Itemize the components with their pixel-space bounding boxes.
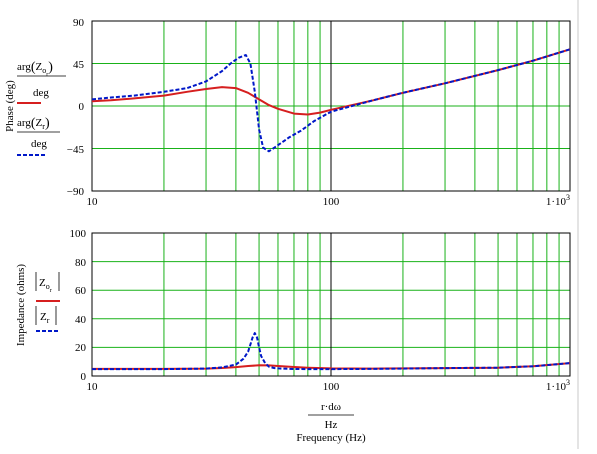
impedance-xlabel-numerator: r·dω (321, 401, 341, 413)
phase-legend-a-func: arg (17, 61, 31, 73)
phase-legend-a-sub: o (42, 66, 46, 75)
impedance-legend-a-sub: o (46, 282, 50, 291)
phase-plot: 90 45 0 −45 −90 10 100 1·103 Phase (deg)… (4, 17, 571, 208)
impedance-plot-frame (91, 232, 571, 377)
phase-ylabel: Phase (deg) (4, 80, 16, 132)
phase-plot-frame (91, 20, 571, 192)
phase-legend-a-var: Z (36, 61, 43, 73)
impedance-xtick-exponent: 3 (566, 378, 570, 387)
impedance-ytick-label: 80 (75, 257, 87, 269)
phase-legend-b-var: Z (36, 117, 43, 129)
phase-ytick-label: 45 (73, 59, 85, 71)
impedance-legend-b-sub: r (47, 316, 50, 325)
impedance-legend-entry-b: Zr (35, 306, 60, 332)
impedance-series-b-line (92, 332, 571, 371)
phase-series-b-line (91, 48, 571, 153)
impedance-xtick-label: 10 (87, 381, 99, 393)
phase-legend-b-paren-close: ) (45, 116, 50, 131)
impedance-xtick-label: 100 (323, 381, 340, 393)
impedance-xlabel: Frequency (Hz) (296, 432, 366, 444)
phase-legend-b-paren-open: ( (31, 116, 36, 131)
impedance-legend-entry-a: Zor (35, 272, 60, 302)
impedance-legend-a-subsub: r (50, 288, 52, 294)
phase-ytick-label: 0 (79, 101, 85, 113)
phase-xtick-label: 100 (323, 196, 340, 208)
impedance-ylabel: Impedance (ohms) (15, 264, 27, 346)
impedance-legend-b-var: Z (40, 311, 47, 323)
impedance-legend-b-text: Zr (40, 311, 50, 325)
phase-legend-a-den: deg (33, 87, 49, 99)
phase-legend-a-paren-open: ( (31, 60, 36, 75)
phase-legend-entry-a: arg(Zor) deg (17, 60, 66, 104)
phase-xtick-label: 10 (87, 196, 99, 208)
phase-legend-b-sub: r (42, 122, 45, 131)
impedance-ytick-label: 20 (75, 342, 87, 354)
phase-legend-a-num: arg(Zor) (17, 60, 53, 78)
phase-legend-entry-b: arg(Zr) deg (17, 116, 60, 156)
impedance-ytick-label: 100 (70, 228, 87, 240)
phase-series-group (91, 48, 571, 153)
phase-legend-a-paren-close: ) (48, 60, 53, 75)
phase-legend-b-num: arg(Zr) (17, 116, 50, 131)
impedance-ytick-label: 60 (75, 285, 87, 297)
impedance-plot: 100 80 60 40 20 0 10 100 1·103 Impedance… (15, 228, 571, 444)
impedance-xtick-label: 1·103 (546, 378, 570, 393)
phase-ytick-label: 90 (73, 17, 85, 29)
impedance-ytick-label: 0 (81, 371, 87, 383)
phase-legend-a-subsub: r (46, 72, 48, 78)
phase-xtick-label-base: 1·10 (546, 196, 567, 208)
impedance-legend-a-var: Z (39, 277, 46, 289)
phase-xtick-exponent: 3 (566, 193, 570, 202)
phase-legend-b-func: arg (17, 117, 31, 129)
phase-legend-b-den: deg (31, 138, 47, 150)
impedance-ytick-label: 40 (75, 314, 87, 326)
phase-xtick-label: 1·103 (546, 193, 570, 208)
impedance-series-group (92, 332, 571, 371)
impedance-xlabel-denominator: Hz (325, 419, 338, 431)
impedance-legend-a-text: Zor (39, 277, 52, 294)
impedance-xtick-label-base: 1·10 (546, 381, 567, 393)
phase-ytick-label: −90 (67, 186, 85, 198)
phase-ytick-label: −45 (67, 144, 85, 156)
